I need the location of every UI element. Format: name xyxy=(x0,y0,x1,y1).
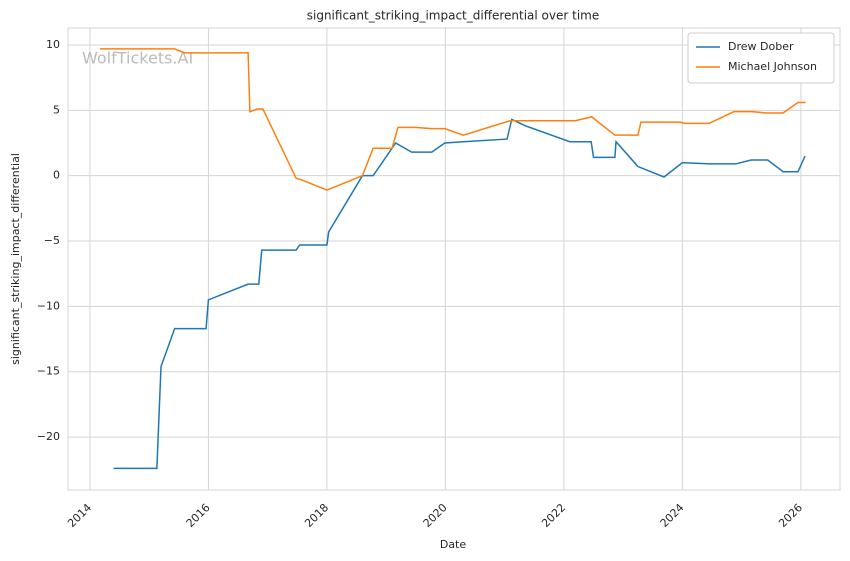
y-tick-label: −15 xyxy=(37,365,60,378)
x-axis-label: Date xyxy=(440,538,467,551)
y-tick-label: −20 xyxy=(37,430,60,443)
y-tick-label: −10 xyxy=(37,299,60,312)
legend-label: Drew Dober xyxy=(728,40,794,53)
x-tick-label: 2024 xyxy=(658,501,687,530)
x-tick-label: 2018 xyxy=(302,501,331,530)
series-line xyxy=(99,48,806,191)
series-line xyxy=(113,118,806,470)
legend-label: Michael Johnson xyxy=(728,60,817,73)
y-tick-label: 5 xyxy=(53,103,60,116)
x-tick-label: 2022 xyxy=(539,501,568,530)
x-tick-label: 2020 xyxy=(421,501,450,530)
watermark: WolfTickets.AI xyxy=(82,49,193,68)
plot-frame xyxy=(67,27,841,491)
legend-box xyxy=(687,32,835,84)
y-tick-label: −5 xyxy=(44,234,60,247)
y-tick-label: 0 xyxy=(53,169,60,182)
x-tick-label: 2026 xyxy=(776,501,805,530)
y-tick-label: 10 xyxy=(46,38,60,51)
chart-title: significant_striking_impact_differential… xyxy=(307,9,599,23)
x-tick-label: 2014 xyxy=(65,501,94,530)
y-axis-label: significant_striking_impact_differential xyxy=(9,153,22,365)
x-tick-label: 2016 xyxy=(184,501,213,530)
